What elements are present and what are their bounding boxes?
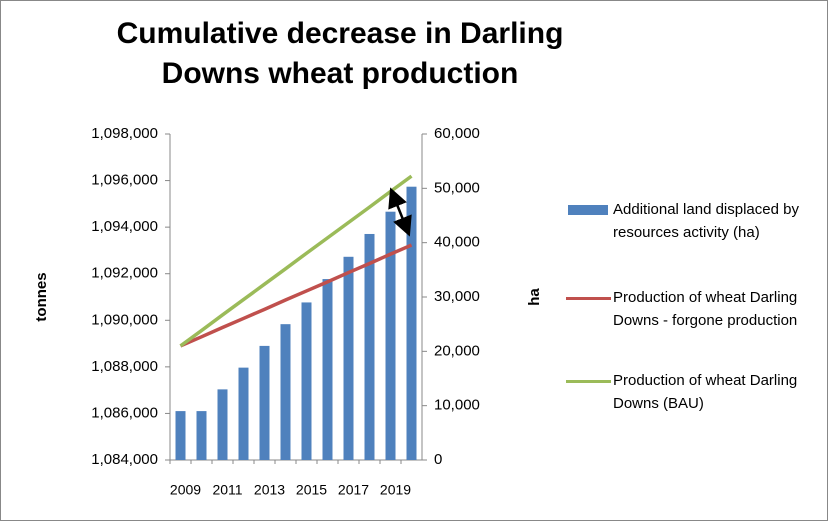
- y2-tick-label: 50,000: [434, 179, 480, 196]
- bar: [238, 367, 249, 460]
- legend-swatch: [566, 380, 611, 383]
- y2-axis-title: ha: [526, 288, 543, 306]
- bar: [322, 279, 333, 460]
- y2-tick-label: 20,000: [434, 342, 480, 359]
- y-tick-label: 1,098,000: [91, 125, 158, 142]
- y-tick-label: 1,096,000: [91, 172, 158, 189]
- annotation-arrow: [388, 187, 412, 237]
- bar: [364, 233, 375, 460]
- line: [179, 174, 413, 348]
- x-tick-label: 2015: [296, 482, 327, 498]
- x-tick-label: 2017: [338, 482, 369, 498]
- y2-tick-label: 40,000: [434, 234, 480, 251]
- x-tick-label: 2019: [380, 482, 411, 498]
- legend-label: Additional land displaced by resources a…: [613, 201, 799, 241]
- bar: [217, 389, 228, 460]
- y-axis-title: tonnes: [33, 272, 50, 321]
- x-tick-label: 2011: [212, 482, 242, 498]
- bar: [175, 411, 186, 460]
- y-tick-label: 1,092,000: [91, 265, 158, 282]
- bar: [259, 345, 270, 460]
- line: [179, 243, 413, 348]
- legend-label: Production of wheat Darling Downs - forg…: [613, 289, 798, 329]
- x-tick-label: 2009: [170, 482, 201, 498]
- chart-title: Cumulative decrease in Darling Downs whe…: [116, 17, 564, 90]
- y2-tick-label: 10,000: [434, 397, 480, 414]
- bar: [301, 302, 312, 460]
- y-tick-label: 1,088,000: [91, 358, 158, 375]
- y-tick-label: 1,094,000: [91, 218, 158, 235]
- legend-swatch: [566, 297, 611, 300]
- y2-tick-label: 0: [434, 451, 442, 468]
- bar: [280, 324, 291, 460]
- legend-label: Production of wheat Darling Downs (BAU): [613, 372, 798, 412]
- bar: [406, 186, 417, 460]
- legend-entry: Production of wheat Darling Downs (BAU): [566, 369, 823, 415]
- legend-swatch: [568, 205, 608, 215]
- y-tick-label: 1,086,000: [91, 404, 158, 421]
- bar: [343, 256, 354, 460]
- y2-tick-label: 30,000: [434, 288, 480, 305]
- y-tick-label: 1,084,000: [91, 451, 158, 468]
- legend-entry: Production of wheat Darling Downs - forg…: [566, 286, 823, 332]
- y2-tick-label: 60,000: [434, 125, 480, 142]
- legend-entry: Additional land displaced by resources a…: [568, 198, 823, 244]
- y-tick-label: 1,090,000: [91, 311, 158, 328]
- bar: [385, 211, 396, 460]
- bar: [196, 411, 207, 460]
- x-tick-label: 2013: [254, 482, 285, 498]
